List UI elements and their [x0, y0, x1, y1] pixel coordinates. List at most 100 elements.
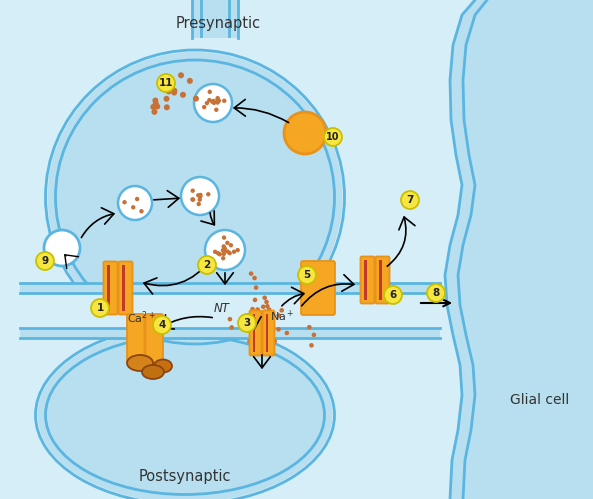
Circle shape: [225, 250, 230, 254]
Circle shape: [180, 92, 186, 98]
Circle shape: [197, 198, 202, 202]
Circle shape: [229, 243, 233, 248]
Circle shape: [298, 266, 316, 284]
Text: 10: 10: [326, 132, 340, 142]
Circle shape: [151, 109, 157, 115]
Circle shape: [222, 247, 227, 250]
Circle shape: [91, 299, 109, 317]
Text: 5: 5: [304, 270, 311, 280]
Circle shape: [285, 331, 289, 335]
Bar: [253, 314, 255, 352]
Ellipse shape: [142, 365, 164, 379]
Circle shape: [198, 256, 216, 274]
Circle shape: [228, 317, 232, 321]
Circle shape: [218, 252, 222, 256]
Circle shape: [228, 251, 232, 255]
Ellipse shape: [47, 52, 343, 342]
FancyBboxPatch shape: [301, 261, 335, 315]
Ellipse shape: [37, 327, 333, 499]
Circle shape: [262, 314, 266, 318]
Circle shape: [401, 191, 419, 209]
Bar: [364, 260, 367, 300]
FancyBboxPatch shape: [145, 314, 163, 362]
Circle shape: [272, 339, 277, 343]
Circle shape: [164, 104, 170, 110]
Circle shape: [196, 193, 200, 198]
Circle shape: [222, 249, 227, 253]
Circle shape: [427, 284, 445, 302]
Circle shape: [118, 186, 152, 220]
FancyBboxPatch shape: [127, 314, 145, 362]
FancyBboxPatch shape: [250, 310, 262, 355]
FancyBboxPatch shape: [361, 256, 375, 303]
Circle shape: [187, 78, 193, 84]
Circle shape: [324, 128, 342, 146]
Circle shape: [164, 96, 170, 102]
Text: Glial cell: Glial cell: [511, 393, 570, 407]
Circle shape: [247, 339, 252, 344]
Circle shape: [258, 336, 262, 341]
Circle shape: [235, 248, 240, 252]
Circle shape: [153, 101, 159, 107]
Circle shape: [229, 325, 234, 330]
Bar: [379, 260, 382, 300]
Bar: [20, 328, 440, 338]
Circle shape: [225, 241, 229, 245]
Text: Ca$^{2+}$: Ca$^{2+}$: [127, 310, 156, 326]
Bar: [107, 265, 110, 311]
Circle shape: [36, 252, 54, 270]
Circle shape: [260, 314, 265, 319]
Text: 4: 4: [158, 320, 165, 330]
Circle shape: [222, 251, 226, 256]
FancyBboxPatch shape: [119, 261, 132, 314]
Circle shape: [194, 84, 232, 122]
Bar: [20, 283, 440, 293]
Circle shape: [279, 308, 284, 313]
Circle shape: [44, 230, 80, 266]
Text: Postsynaptic: Postsynaptic: [139, 469, 231, 484]
Circle shape: [276, 313, 281, 318]
Circle shape: [193, 96, 199, 102]
Circle shape: [214, 108, 218, 112]
Circle shape: [222, 99, 227, 103]
Circle shape: [198, 195, 202, 199]
Circle shape: [256, 307, 260, 312]
Circle shape: [190, 197, 195, 202]
Circle shape: [311, 332, 316, 337]
Text: 3: 3: [243, 318, 251, 328]
Text: 11: 11: [159, 78, 173, 88]
Circle shape: [215, 96, 220, 100]
Circle shape: [221, 256, 225, 260]
Circle shape: [131, 205, 135, 210]
Circle shape: [213, 250, 217, 254]
Circle shape: [262, 295, 267, 300]
Bar: [266, 314, 268, 352]
Circle shape: [171, 88, 177, 94]
Circle shape: [169, 85, 175, 91]
Circle shape: [222, 244, 226, 249]
Circle shape: [178, 72, 184, 78]
Circle shape: [276, 327, 280, 332]
Circle shape: [165, 88, 172, 94]
Circle shape: [307, 325, 311, 329]
Circle shape: [206, 192, 211, 197]
Circle shape: [263, 309, 267, 314]
Text: 7: 7: [406, 195, 414, 205]
Circle shape: [212, 99, 216, 103]
Circle shape: [232, 250, 236, 254]
Circle shape: [221, 248, 225, 252]
FancyBboxPatch shape: [263, 310, 275, 355]
Circle shape: [259, 312, 264, 316]
FancyBboxPatch shape: [375, 256, 390, 303]
Circle shape: [265, 304, 270, 308]
Circle shape: [384, 286, 402, 304]
Circle shape: [171, 89, 177, 95]
Circle shape: [181, 177, 219, 215]
Circle shape: [135, 197, 139, 201]
Circle shape: [210, 99, 214, 104]
Bar: [20, 288, 440, 328]
Text: 6: 6: [390, 290, 397, 300]
Circle shape: [205, 101, 209, 105]
Circle shape: [267, 307, 272, 312]
Circle shape: [198, 193, 203, 197]
